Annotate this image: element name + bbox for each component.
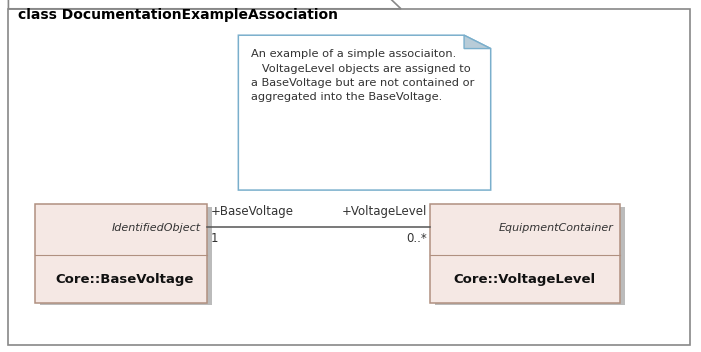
Text: An example of a simple associaiton.
   VoltageLevel objects are assigned to
a Ba: An example of a simple associaiton. Volt… xyxy=(251,49,475,102)
Text: 1: 1 xyxy=(210,232,218,245)
FancyBboxPatch shape xyxy=(430,204,620,303)
FancyBboxPatch shape xyxy=(8,9,690,345)
Text: 0..*: 0..* xyxy=(406,232,427,245)
Text: IdentifiedObject: IdentifiedObject xyxy=(112,223,201,233)
Text: class DocumentationExampleAssociation: class DocumentationExampleAssociation xyxy=(18,8,337,22)
Polygon shape xyxy=(238,35,491,190)
FancyBboxPatch shape xyxy=(40,207,212,305)
Text: +BaseVoltage: +BaseVoltage xyxy=(210,205,293,218)
Text: EquipmentContainer: EquipmentContainer xyxy=(499,223,614,233)
Text: Core::VoltageLevel: Core::VoltageLevel xyxy=(453,272,595,285)
Text: +VoltageLevel: +VoltageLevel xyxy=(341,205,427,218)
Polygon shape xyxy=(464,35,491,49)
Text: Core::BaseVoltage: Core::BaseVoltage xyxy=(55,272,194,285)
FancyBboxPatch shape xyxy=(35,204,207,303)
Polygon shape xyxy=(8,0,401,9)
FancyBboxPatch shape xyxy=(435,207,625,305)
